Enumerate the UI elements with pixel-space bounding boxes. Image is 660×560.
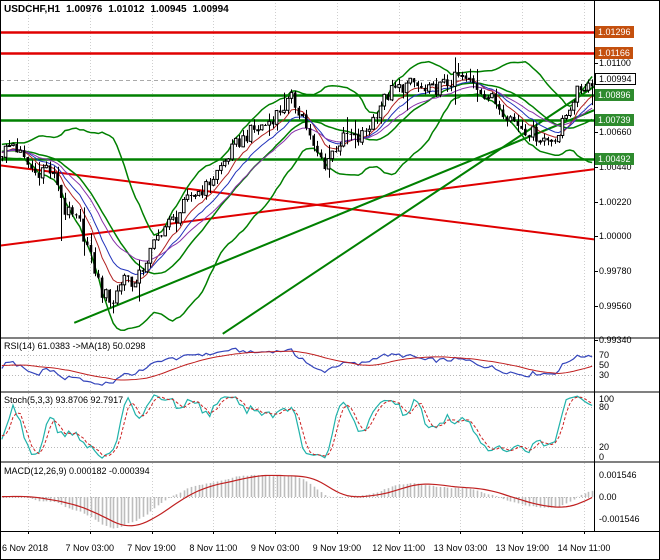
- mt4-chart-window: USDCHF,H1 1.00976 1.01012 1.00945 1.0099…: [0, 0, 660, 560]
- chart-canvas[interactable]: [0, 0, 660, 560]
